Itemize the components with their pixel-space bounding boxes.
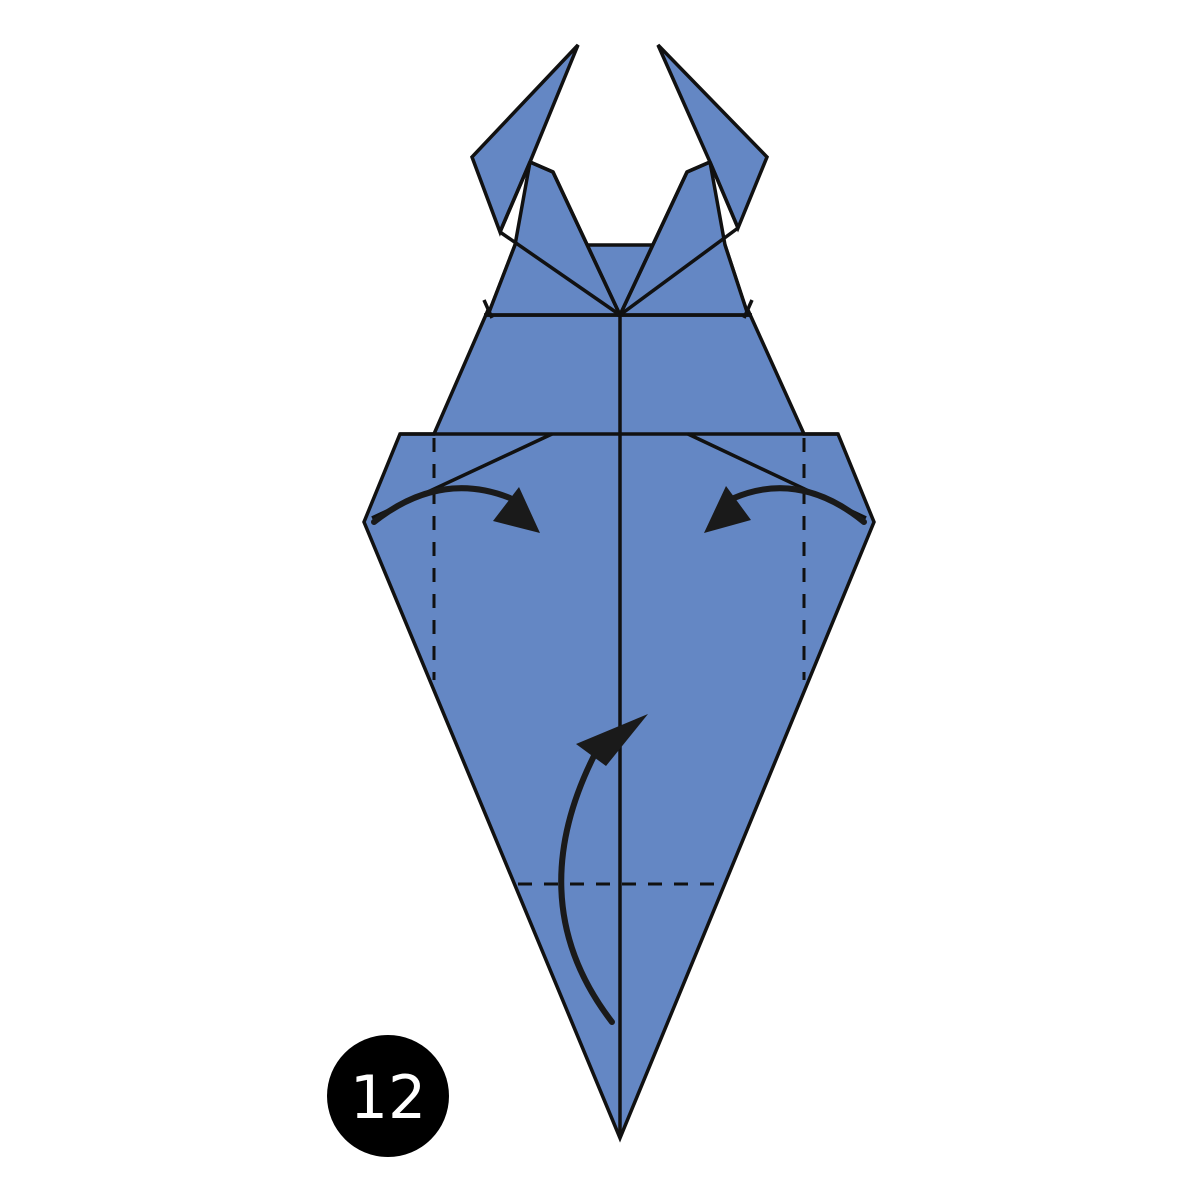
step-badge-circle: [327, 1035, 449, 1157]
right-flap-inner: [686, 160, 711, 174]
left-shoulder-tick: [482, 299, 494, 319]
left-fold-arrow-shaft: [371, 485, 513, 525]
fold-arrows: [371, 485, 867, 1025]
step-number-badge: 12: [327, 1035, 449, 1157]
left-flap-edge: [498, 161, 532, 233]
right-flap-edge: [708, 161, 740, 229]
bottom-fold-arrowhead-icon: [576, 714, 648, 766]
bottom-fold-arrow-shaft: [558, 745, 615, 1025]
left-fold-arrowhead-icon: [493, 487, 540, 533]
paper-model: [362, 43, 876, 1143]
right-fold-arrow-shaft: [731, 485, 867, 525]
left-flap-crease: [551, 171, 622, 316]
right-fold-arrowhead-icon: [704, 486, 751, 533]
step-number-label: 12: [350, 1063, 426, 1133]
left-flap-diagonal: [499, 230, 621, 317]
left-flap-inner: [529, 160, 554, 174]
right-shoulder-tick: [742, 299, 754, 319]
right-flap-diagonal: [618, 226, 740, 317]
right-flap-crease: [618, 171, 689, 316]
